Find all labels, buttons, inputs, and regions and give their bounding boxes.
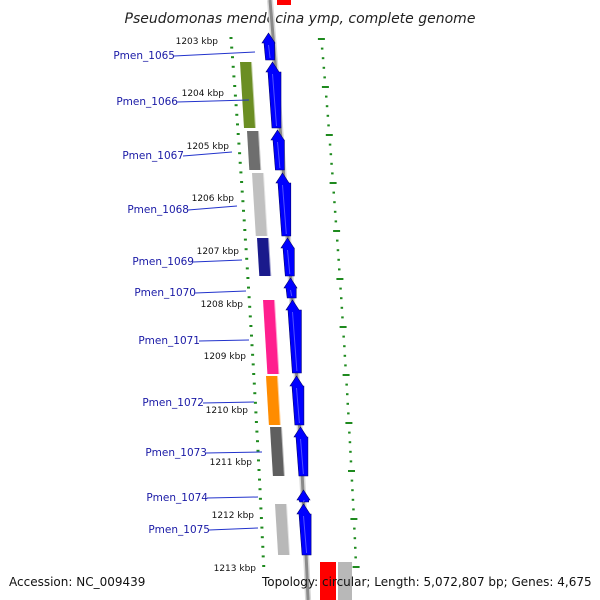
- gene-category-box: [252, 173, 268, 236]
- bottom-marker-gray: [338, 562, 352, 600]
- label-leader: [187, 205, 238, 211]
- label-leader: [182, 151, 233, 157]
- gene-arrow-highlight: [296, 387, 300, 424]
- gene-category-box: [257, 238, 272, 276]
- kbp-label: 1205 kbp: [187, 142, 230, 152]
- gene-arrow[interactable]: [280, 237, 295, 277]
- gene-label[interactable]: Pmen_1074: [146, 492, 208, 504]
- label-leader: [205, 451, 263, 454]
- kbp-label: 1208 kbp: [201, 300, 244, 310]
- gene-label[interactable]: Pmen_1070: [134, 287, 196, 299]
- gene-category-box: [270, 427, 285, 476]
- kbp-label: 1204 kbp: [182, 89, 225, 99]
- category-track: [240, 61, 292, 556]
- outer-tick-track: [317, 38, 360, 568]
- gene-label[interactable]: Pmen_1067: [122, 150, 184, 162]
- gene-arrow-highlight: [303, 515, 308, 554]
- gene-arrow-highlight: [290, 289, 293, 297]
- gene-label[interactable]: Pmen_1065: [113, 50, 175, 62]
- gene-arrow-highlight: [268, 44, 271, 59]
- gene-category-edge: [286, 503, 292, 556]
- gene-arrow[interactable]: [275, 172, 292, 237]
- label-leader: [176, 99, 250, 103]
- topology-text: Topology: circular; Length: 5,072,807 bp…: [261, 575, 592, 589]
- kbp-label: 1206 kbp: [192, 194, 235, 204]
- gene-arrow[interactable]: [283, 277, 298, 299]
- kbp-label: 1210 kbp: [206, 406, 249, 416]
- gene-category-box: [247, 131, 262, 170]
- gene-track: [261, 32, 312, 556]
- gene-labels: Pmen_1065 Pmen_1066 Pmen_1067 Pmen_1068 Pmen…: [113, 50, 210, 536]
- gene-label[interactable]: Pmen_1072: [142, 397, 204, 409]
- gene-label[interactable]: Pmen_1068: [127, 204, 189, 216]
- gene-category-box: [275, 504, 291, 555]
- gene-arrow-highlight: [277, 141, 281, 169]
- label-leader: [202, 401, 255, 404]
- gene-label[interactable]: Pmen_1066: [116, 96, 178, 108]
- label-leaders: [173, 51, 263, 531]
- gene-label[interactable]: Pmen_1075: [148, 524, 210, 536]
- label-leader: [198, 339, 250, 342]
- gene-category-edge: [274, 299, 281, 375]
- gene-label[interactable]: Pmen_1071: [138, 335, 200, 347]
- gene-category-box: [266, 376, 281, 425]
- gene-arrow[interactable]: [296, 503, 312, 556]
- gene-category-edge: [258, 130, 263, 171]
- gene-arrow-highlight: [303, 499, 305, 503]
- gene-arrow[interactable]: [296, 489, 311, 503]
- kbp-labels: 1203 kbp 1204 kbp 1205 kbp 1206 kbp 1207 kbp…: [176, 37, 257, 574]
- label-leader: [206, 496, 259, 499]
- label-leader: [208, 527, 259, 531]
- kbp-label: 1209 kbp: [204, 352, 247, 362]
- inner-tick-track: [229, 37, 266, 567]
- gene-arrow[interactable]: [285, 299, 302, 374]
- gene-category-edge: [268, 237, 273, 277]
- gene-category-edge: [263, 172, 269, 237]
- gene-label[interactable]: Pmen_1069: [132, 256, 194, 268]
- kbp-label: 1207 kbp: [197, 247, 240, 257]
- gene-arrow-highlight: [300, 438, 304, 475]
- kbp-label: 1212 kbp: [212, 511, 255, 521]
- bottom-marker: [320, 562, 336, 600]
- gene-category-edge: [281, 426, 286, 477]
- gene-arrow-highlight: [287, 249, 291, 275]
- label-leader: [192, 259, 243, 263]
- label-leader: [173, 51, 256, 57]
- gene-arrow[interactable]: [289, 375, 305, 426]
- gene-arrow[interactable]: [270, 129, 285, 171]
- gene-arrow[interactable]: [293, 426, 309, 477]
- gene-arrow[interactable]: [265, 61, 282, 129]
- top-marker: [277, 0, 291, 5]
- kbp-label: 1203 kbp: [176, 37, 219, 47]
- label-leader: [194, 290, 247, 294]
- gene-category-edge: [277, 375, 282, 426]
- gene-label[interactable]: Pmen_1073: [145, 447, 207, 459]
- accession-text: Accession: NC_009439: [9, 575, 145, 589]
- gene-arrow-highlight: [282, 184, 287, 235]
- kbp-label: 1211 kbp: [210, 458, 253, 468]
- gene-arrow-highlight: [292, 311, 298, 372]
- gene-arrow-highlight: [272, 73, 277, 127]
- kbp-label: 1213 kbp: [214, 564, 257, 574]
- red-markers: [277, 0, 352, 600]
- map-title: Pseudomonas mendocina ymp, complete geno…: [125, 11, 476, 27]
- gene-category-edge: [251, 61, 257, 129]
